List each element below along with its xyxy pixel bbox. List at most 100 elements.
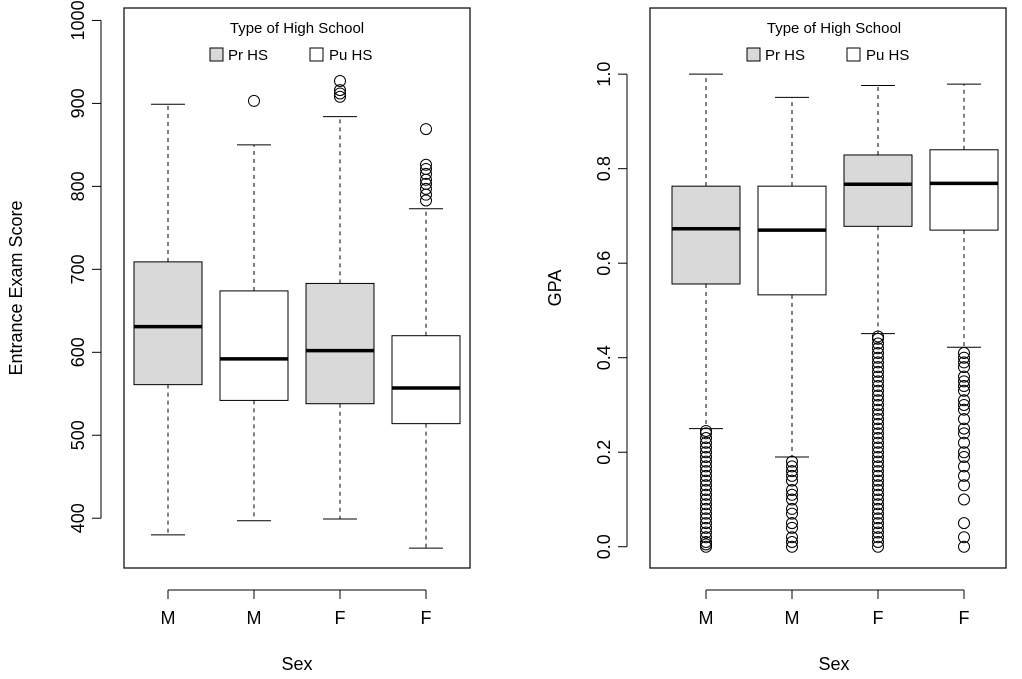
box-exam-4: [391, 123, 461, 549]
outlier-point: [700, 469, 712, 482]
box-iqr: [843, 154, 913, 227]
outlier-point: [872, 512, 884, 525]
outlier-point: [872, 460, 884, 473]
outlier-point: [700, 450, 712, 463]
outlier-point: [958, 351, 970, 364]
y-tick-label-exam: 800: [68, 171, 88, 201]
y-tick-label-gpa: 1.0: [594, 62, 614, 87]
box-gpa-1: [671, 73, 741, 553]
outlier-point: [786, 502, 798, 515]
outlier-point: [786, 474, 798, 487]
legend-title-gpa: Type of High School: [767, 20, 901, 37]
outlier-point: [700, 536, 712, 549]
x-tick-label-gpa: F: [873, 608, 884, 628]
outlier-point: [700, 488, 712, 501]
outlier-point: [958, 394, 970, 407]
outlier-point: [700, 484, 712, 497]
outlier-point: [420, 167, 432, 180]
outlier-point: [786, 484, 798, 497]
x-tick-label-exam: M: [247, 608, 262, 628]
outlier-point: [872, 365, 884, 378]
box-gpa-4: [929, 83, 999, 553]
outlier-point: [700, 507, 712, 520]
outlier-point: [958, 469, 970, 482]
outlier-point: [872, 337, 884, 350]
legend-label-pr-hs-exam: Pr HS: [228, 47, 268, 64]
outlier-point: [872, 450, 884, 463]
legend-swatch-pu-hs-gpa: [846, 47, 861, 62]
outlier-point: [786, 540, 798, 553]
outlier-point: [872, 422, 884, 435]
outlier-point: [872, 370, 884, 383]
boxes-gpa: [671, 73, 999, 553]
outlier-point: [872, 455, 884, 468]
outlier-point: [872, 361, 884, 374]
box-iqr: [391, 335, 461, 425]
outlier-point: [958, 375, 970, 388]
outlier-point: [700, 512, 712, 525]
plot-frame-exam: [123, 7, 471, 569]
outlier-point: [786, 536, 798, 549]
plot-frame-gpa: [649, 7, 1007, 569]
outlier-point: [872, 380, 884, 393]
y-tick-label-exam: 900: [68, 88, 88, 118]
outlier-point: [958, 422, 970, 435]
outlier-point: [872, 342, 884, 355]
outlier-point: [872, 498, 884, 511]
outlier-point: [958, 413, 970, 426]
outlier-point: [958, 436, 970, 449]
outlier-point: [872, 394, 884, 407]
x-tick-label-gpa: M: [699, 608, 714, 628]
outlier-point: [786, 465, 798, 478]
outlier-point: [958, 427, 970, 440]
y-tick-label-gpa: 0.6: [594, 251, 614, 276]
outlier-point: [248, 94, 260, 107]
outlier-point: [872, 403, 884, 416]
outlier-point: [334, 75, 346, 88]
box-iqr: [133, 261, 203, 386]
x-axis-title-exam: Sex: [281, 654, 312, 674]
outlier-point: [872, 398, 884, 411]
outlier-point: [786, 507, 798, 520]
y-tick-label-exam: 1000: [68, 0, 88, 40]
box-iqr: [929, 149, 999, 231]
y-axis-gpa: 0.0 0.2 0.4 0.6 0.8 1.0: [594, 62, 628, 559]
outlier-point: [700, 432, 712, 445]
outlier-point: [700, 455, 712, 468]
outlier-point: [786, 460, 798, 473]
outlier-point: [334, 90, 346, 103]
outlier-point: [958, 493, 970, 506]
outlier-point: [700, 424, 712, 437]
outlier-point: [872, 346, 884, 359]
y-tick-label-exam: 400: [68, 503, 88, 533]
outlier-point: [958, 370, 970, 383]
outlier-point: [872, 446, 884, 459]
box-exam-1: [133, 103, 203, 536]
legend-swatch-pr-hs-exam: [209, 47, 224, 62]
outlier-point: [872, 488, 884, 501]
outlier-point: [872, 469, 884, 482]
outlier-point: [786, 455, 798, 468]
outlier-point: [700, 517, 712, 530]
outlier-point: [420, 162, 432, 175]
outlier-point: [700, 441, 712, 454]
outlier-point: [958, 384, 970, 397]
legend-swatch-pu-hs-exam: [309, 47, 324, 62]
outlier-point: [872, 517, 884, 530]
legend-title-exam: Type of High School: [230, 20, 364, 37]
outlier-point: [958, 517, 970, 530]
y-axis-title-exam: Entrance Exam Score: [6, 200, 26, 375]
box-exam-3: [305, 75, 375, 520]
outlier-point: [420, 194, 432, 207]
outlier-point: [872, 540, 884, 553]
outlier-point: [872, 441, 884, 454]
outlier-point: [872, 413, 884, 426]
box-gpa-2: [757, 96, 827, 553]
box-iqr: [219, 290, 289, 401]
box-exam-2: [219, 94, 289, 522]
outlier-point: [420, 123, 432, 136]
x-tick-label-gpa: F: [959, 608, 970, 628]
outlier-point: [958, 361, 970, 374]
